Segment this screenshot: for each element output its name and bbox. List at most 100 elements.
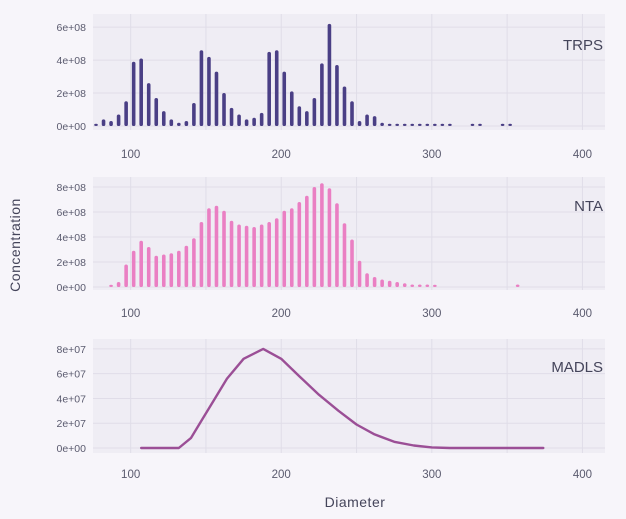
bar bbox=[229, 107, 234, 126]
chart-panels: 0e+00 2e+08 4e+08 6e+08 100 200 300 400 TRPS 0e+0… bbox=[57, 14, 605, 481]
bar bbox=[297, 106, 302, 126]
bar bbox=[305, 195, 309, 287]
x-tick-label: 200 bbox=[272, 308, 291, 320]
bar bbox=[327, 23, 332, 126]
bar bbox=[395, 282, 399, 287]
x-tick-label: 100 bbox=[121, 308, 140, 320]
y-tick-label: 0e+00 bbox=[57, 121, 87, 133]
bar bbox=[342, 86, 347, 126]
x-tick-label: 300 bbox=[422, 308, 441, 320]
bar bbox=[410, 123, 415, 126]
y-tick-label: 6e+07 bbox=[57, 369, 87, 381]
bar bbox=[146, 247, 151, 287]
bar bbox=[154, 98, 159, 126]
bar bbox=[350, 101, 354, 126]
bar bbox=[342, 223, 347, 287]
bar bbox=[244, 119, 249, 126]
bar bbox=[237, 224, 241, 287]
bar bbox=[154, 255, 159, 287]
bar bbox=[395, 123, 399, 126]
bar bbox=[184, 245, 189, 287]
bar bbox=[131, 61, 136, 126]
panel-label: NTA bbox=[574, 198, 603, 215]
panel-label: MADLS bbox=[551, 359, 603, 376]
y-tick-label: 2e+08 bbox=[57, 257, 87, 269]
bar bbox=[387, 280, 392, 287]
panel-label: TRPS bbox=[563, 37, 603, 54]
bar bbox=[320, 183, 324, 287]
bar bbox=[267, 222, 271, 287]
bar bbox=[199, 50, 204, 127]
bar bbox=[192, 102, 196, 126]
x-tick-label: 300 bbox=[422, 469, 441, 481]
bar bbox=[259, 224, 264, 287]
bar bbox=[508, 123, 512, 126]
y-tick-label: 8e+08 bbox=[57, 182, 87, 194]
bar bbox=[282, 210, 287, 287]
bar bbox=[237, 114, 241, 126]
bar bbox=[124, 264, 128, 287]
bar bbox=[109, 121, 113, 126]
bar bbox=[184, 121, 189, 126]
bar bbox=[116, 114, 121, 126]
bar bbox=[365, 273, 369, 287]
bar bbox=[109, 284, 113, 287]
bar bbox=[350, 239, 354, 287]
bar bbox=[433, 284, 437, 287]
panel-trps: 0e+00 2e+08 4e+08 6e+08 100 200 300 400 TRPS bbox=[57, 14, 605, 161]
bar bbox=[335, 203, 339, 287]
bar bbox=[425, 284, 430, 287]
bar bbox=[116, 282, 121, 287]
bar bbox=[372, 116, 377, 126]
y-tick-label: 0e+00 bbox=[57, 443, 87, 455]
bar bbox=[282, 71, 287, 126]
bar bbox=[161, 254, 166, 287]
y-tick-label: 4e+07 bbox=[57, 393, 87, 405]
panel-madls: 0e+00 2e+07 4e+07 6e+07 8e+07 100 200 300 400 MAD… bbox=[57, 339, 605, 481]
bar bbox=[101, 119, 106, 126]
bar bbox=[139, 58, 143, 126]
bar bbox=[402, 283, 407, 287]
y-tick-label: 2e+07 bbox=[57, 418, 87, 430]
y-tick-label: 8e+07 bbox=[57, 344, 87, 356]
bar bbox=[365, 114, 369, 126]
y-tick-label: 6e+08 bbox=[57, 22, 87, 34]
bar bbox=[335, 65, 339, 126]
bar bbox=[177, 122, 181, 126]
y-tick-label: 6e+08 bbox=[57, 207, 87, 219]
y-tick-label: 4e+08 bbox=[57, 55, 87, 67]
y-axis-title: Concentration bbox=[7, 198, 23, 292]
bar bbox=[380, 122, 384, 126]
bar bbox=[515, 284, 520, 287]
bar bbox=[327, 188, 332, 287]
bar bbox=[357, 260, 362, 287]
bar bbox=[177, 250, 181, 287]
y-tick-label: 0e+00 bbox=[57, 282, 87, 294]
x-tick-label: 200 bbox=[272, 149, 291, 161]
panel-nta: 0e+00 2e+08 4e+08 6e+08 8e+08 100 200 300 400 NTA bbox=[57, 177, 605, 320]
bar bbox=[161, 111, 166, 126]
bar bbox=[470, 123, 475, 126]
bar bbox=[417, 123, 422, 126]
bar bbox=[214, 205, 219, 287]
x-axis-title: Diameter bbox=[325, 494, 386, 510]
bar bbox=[448, 123, 452, 126]
bar bbox=[124, 101, 128, 126]
bar bbox=[252, 227, 256, 287]
bar bbox=[500, 123, 505, 126]
x-tick-label: 100 bbox=[121, 149, 140, 161]
bar bbox=[192, 238, 196, 287]
bar bbox=[440, 123, 445, 126]
bar bbox=[312, 98, 317, 126]
panel-background bbox=[93, 339, 605, 453]
bar bbox=[207, 56, 211, 126]
bar bbox=[222, 93, 226, 126]
bar bbox=[207, 208, 211, 287]
x-tick-label: 400 bbox=[573, 469, 592, 481]
bar bbox=[252, 117, 256, 126]
bar bbox=[146, 83, 151, 126]
bar bbox=[417, 284, 422, 287]
bar bbox=[131, 250, 136, 287]
bar bbox=[289, 91, 294, 126]
bar bbox=[274, 50, 279, 127]
